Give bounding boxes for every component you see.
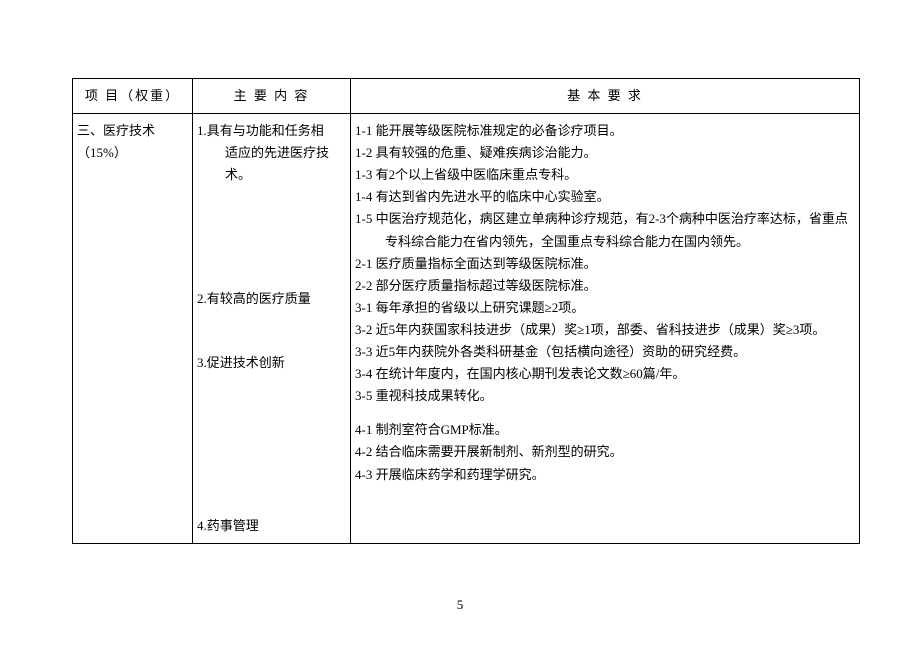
requirement-cell: 1-1 能开展等级医院标准规定的必备诊疗项目。 1-2 具有较强的危重、疑难疾病…	[351, 114, 860, 544]
page-number: 5	[0, 597, 920, 613]
table-row: 三、医疗技术（15%） 1.具有与功能和任务相 适应的先进医疗技术。 2.有较高…	[73, 114, 860, 544]
req-3-1: 3-1 每年承担的省级以上研究课题≥2项。	[355, 297, 855, 319]
content-item-2: 2.有较高的医疗质量	[197, 288, 346, 310]
req-1-1: 1-1 能开展等级医院标准规定的必备诊疗项目。	[355, 120, 855, 142]
project-cell: 三、医疗技术（15%）	[73, 114, 193, 544]
content-item-1: 1.具有与功能和任务相	[197, 120, 346, 142]
content-item-3: 3.促进技术创新	[197, 352, 346, 374]
req-3-5: 3-5 重视科技成果转化。	[355, 385, 855, 407]
req-1-5: 1-5 中医治疗规范化，病区建立单病种诊疗规范，有2-3个病种中医治疗率达标，省…	[355, 208, 855, 252]
req-1-2: 1-2 具有较强的危重、疑难疾病诊治能力。	[355, 142, 855, 164]
req-2-1: 2-1 医疗质量指标全面达到等级医院标准。	[355, 253, 855, 275]
req-4-1: 4-1 制剂室符合GMP标准。	[355, 419, 855, 441]
content-item-1b: 适应的先进医疗技术。	[197, 142, 346, 186]
req-4-3: 4-3 开展临床药学和药理学研究。	[355, 464, 855, 486]
req-1-4: 1-4 有达到省内先进水平的临床中心实验室。	[355, 186, 855, 208]
req-1-3: 1-3 有2个以上省级中医临床重点专科。	[355, 164, 855, 186]
header-requirement: 基 本 要 求	[351, 79, 860, 114]
project-title: 三、医疗技术（15%）	[77, 123, 155, 160]
page-wrapper: 项 目（权重） 主 要 内 容 基 本 要 求 三、医疗技术（15%） 1.具有…	[0, 0, 920, 544]
req-3-2: 3-2 近5年内获国家科技进步（成果）奖≥1项，部委、省科技进步（成果）奖≥3项…	[355, 319, 855, 341]
req-3-4: 3-4 在统计年度内，在国内核心期刊发表论文数≥60篇/年。	[355, 363, 855, 385]
req-4-2: 4-2 结合临床需要开展新制剂、新剂型的研究。	[355, 441, 855, 463]
header-project: 项 目（权重）	[73, 79, 193, 114]
content-cell: 1.具有与功能和任务相 适应的先进医疗技术。 2.有较高的医疗质量 3.促进技术…	[193, 114, 351, 544]
content-item-4: 4.药事管理	[197, 515, 346, 537]
evaluation-table: 项 目（权重） 主 要 内 容 基 本 要 求 三、医疗技术（15%） 1.具有…	[72, 78, 860, 544]
header-content: 主 要 内 容	[193, 79, 351, 114]
req-3-3: 3-3 近5年内获院外各类科研基金（包括横向途径）资助的研究经费。	[355, 341, 855, 363]
req-2-2: 2-2 部分医疗质量指标超过等级医院标准。	[355, 275, 855, 297]
